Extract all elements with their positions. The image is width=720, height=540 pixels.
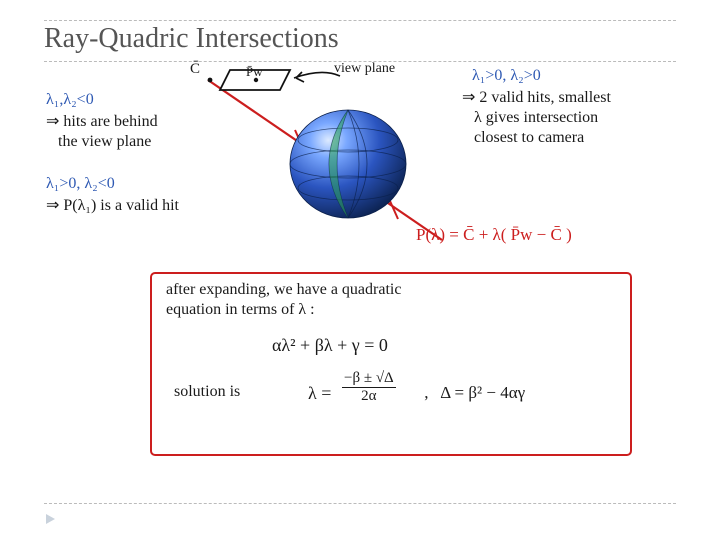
box-lambda-eq: λ = [308, 382, 336, 405]
page-title: Ray-Quadric Intersections [44, 23, 676, 55]
box-line1: after expanding, we have a quadratic equ… [166, 280, 401, 320]
annot-top-right-cond: λ₁>0, λ₂>0 [472, 66, 541, 86]
sphere-graphic [268, 94, 428, 224]
footer-bullet-icon [46, 514, 55, 524]
vp-arrowhead [296, 72, 304, 82]
title-row: Ray-Quadric Intersections [44, 20, 676, 62]
annot-top-right-note: ⇒ 2 valid hits, smallest λ gives interse… [462, 88, 611, 148]
equation-box: after expanding, we have a quadratic equ… [150, 272, 632, 456]
c-label: C̄ [190, 60, 200, 79]
box-frac-num: −β ± √Δ [342, 370, 396, 387]
box-frac-den: 2α [342, 387, 396, 405]
ray-formula: P(λ) = C̄ + λ( P̄w − C̄ ) [416, 224, 572, 245]
view-plane-label: view plane [334, 60, 395, 78]
camera-point [208, 78, 213, 83]
content-area: C̄ P̄w view plane λ₁,λ₂<0 ⇒ hits are beh… [44, 66, 676, 496]
box-quadratic-eq: αλ² + βλ + γ = 0 [272, 334, 388, 357]
slide: Ray-Quadric Intersections [0, 0, 720, 540]
sphere-body [290, 110, 406, 218]
sphere-svg [268, 94, 428, 224]
box-delta-eq: , Δ = β² − 4αγ [420, 382, 525, 403]
annot-mid-left-cond: λ₁>0, λ₂<0 [46, 174, 115, 194]
box-solution-label: solution is [174, 382, 240, 402]
annot-top-left-cond: λ₁,λ₂<0 [46, 90, 94, 110]
pw-label: P̄w [246, 64, 263, 80]
annot-top-left-note: ⇒ hits are behind the view plane [46, 112, 158, 152]
box-fraction: −β ± √Δ 2α [342, 370, 396, 405]
footer-rule [44, 503, 676, 504]
annot-mid-left-note: ⇒ P(λ₁) is a valid hit [46, 196, 179, 216]
